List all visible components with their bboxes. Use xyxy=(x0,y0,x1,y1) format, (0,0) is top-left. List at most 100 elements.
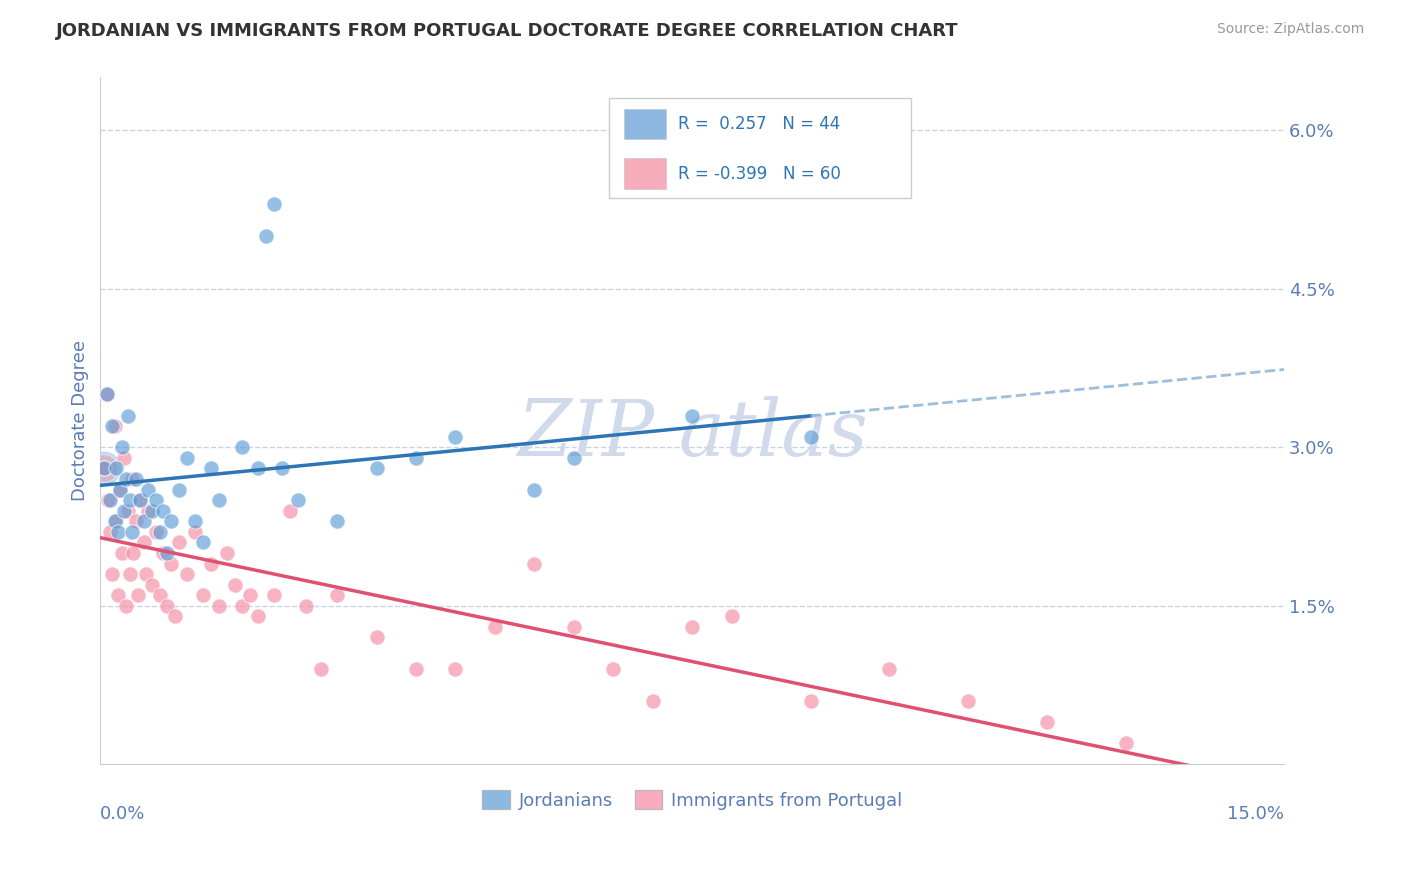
Point xyxy=(799,694,821,708)
Point xyxy=(176,450,198,465)
Point xyxy=(444,430,467,444)
Point xyxy=(294,599,316,613)
Point xyxy=(681,620,703,634)
Point xyxy=(107,524,129,539)
FancyBboxPatch shape xyxy=(609,98,911,198)
Point xyxy=(145,493,167,508)
Point xyxy=(167,483,190,497)
Point xyxy=(208,493,231,508)
Point xyxy=(254,229,277,244)
Point xyxy=(103,514,125,528)
Point xyxy=(523,557,546,571)
Point xyxy=(125,472,148,486)
Point xyxy=(128,493,150,508)
Point xyxy=(93,461,115,475)
Point xyxy=(799,430,821,444)
Point xyxy=(720,609,742,624)
Point xyxy=(366,631,388,645)
Point xyxy=(105,514,128,528)
Point xyxy=(132,535,155,549)
Point xyxy=(263,197,285,211)
Point xyxy=(311,662,333,676)
Point xyxy=(191,588,214,602)
Point xyxy=(523,483,546,497)
Point xyxy=(93,461,115,475)
Point xyxy=(128,493,150,508)
Point xyxy=(111,440,134,454)
Point xyxy=(97,493,120,508)
Point xyxy=(148,524,170,539)
Point xyxy=(405,450,427,465)
Text: R = -0.399   N = 60: R = -0.399 N = 60 xyxy=(678,165,841,183)
Point xyxy=(152,504,174,518)
Point xyxy=(278,504,301,518)
Point xyxy=(215,546,238,560)
Point xyxy=(145,524,167,539)
Point xyxy=(247,461,270,475)
Point xyxy=(239,588,262,602)
Point xyxy=(879,662,901,676)
Point xyxy=(108,483,131,497)
Text: ZIP atlas: ZIP atlas xyxy=(517,396,868,473)
Point xyxy=(112,450,135,465)
Point xyxy=(366,461,388,475)
Point xyxy=(117,409,139,423)
Point xyxy=(484,620,506,634)
Point xyxy=(101,419,124,434)
Point xyxy=(141,577,163,591)
Text: Source: ZipAtlas.com: Source: ZipAtlas.com xyxy=(1216,22,1364,37)
Point xyxy=(136,483,159,497)
Point xyxy=(98,524,121,539)
Point xyxy=(247,609,270,624)
Point xyxy=(127,588,149,602)
Point xyxy=(562,620,585,634)
Point xyxy=(101,567,124,582)
Point xyxy=(224,577,246,591)
Point xyxy=(96,387,118,401)
Point xyxy=(112,504,135,518)
Point xyxy=(957,694,980,708)
Point xyxy=(326,588,349,602)
Point xyxy=(231,440,253,454)
Point xyxy=(641,694,664,708)
Point xyxy=(405,662,427,676)
Point xyxy=(200,557,222,571)
Point xyxy=(270,461,292,475)
FancyBboxPatch shape xyxy=(623,109,666,139)
Point xyxy=(160,557,183,571)
Point xyxy=(184,514,207,528)
Point xyxy=(208,599,231,613)
Point xyxy=(96,387,118,401)
Point xyxy=(176,567,198,582)
Point xyxy=(562,450,585,465)
Point xyxy=(1115,736,1137,750)
Point xyxy=(135,567,157,582)
Point xyxy=(148,588,170,602)
Text: 15.0%: 15.0% xyxy=(1227,805,1284,823)
Point xyxy=(136,504,159,518)
Point xyxy=(160,514,183,528)
Point xyxy=(152,546,174,560)
Point xyxy=(93,461,115,475)
Point xyxy=(200,461,222,475)
Point xyxy=(121,524,143,539)
Point xyxy=(108,483,131,497)
Text: 0.0%: 0.0% xyxy=(100,805,146,823)
Point xyxy=(263,588,285,602)
Point xyxy=(120,493,142,508)
Point xyxy=(191,535,214,549)
Point xyxy=(120,567,142,582)
Point xyxy=(156,546,179,560)
Point xyxy=(444,662,467,676)
Point xyxy=(141,504,163,518)
Point xyxy=(122,546,145,560)
Point xyxy=(167,535,190,549)
Text: JORDANIAN VS IMMIGRANTS FROM PORTUGAL DOCTORATE DEGREE CORRELATION CHART: JORDANIAN VS IMMIGRANTS FROM PORTUGAL DO… xyxy=(56,22,959,40)
Point xyxy=(98,493,121,508)
Point xyxy=(117,504,139,518)
Legend: Jordanians, Immigrants from Portugal: Jordanians, Immigrants from Portugal xyxy=(475,783,910,817)
Point xyxy=(1036,714,1059,729)
Point xyxy=(231,599,253,613)
Point xyxy=(103,419,125,434)
Point xyxy=(105,461,128,475)
